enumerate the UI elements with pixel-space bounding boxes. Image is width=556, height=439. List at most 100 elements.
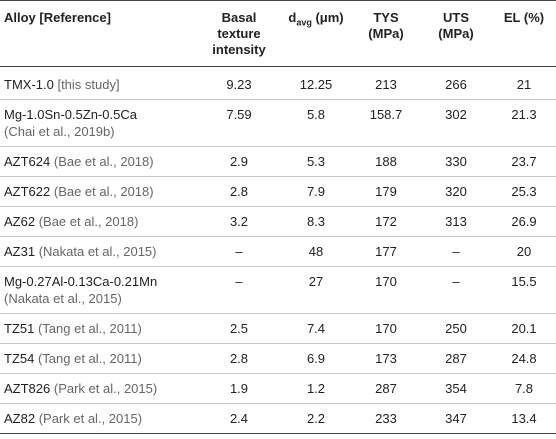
header-tys: TYS (MPa) xyxy=(352,0,420,67)
alloy-name: AZ82 xyxy=(4,411,36,426)
cell-tys: 287 xyxy=(352,373,420,404)
alloy-name: AZT624 xyxy=(4,154,51,169)
cell-davg: 27 xyxy=(280,266,352,314)
cell-uts: 302 xyxy=(420,99,492,147)
cell-davg: 8.3 xyxy=(280,206,352,237)
alloy-reference: (Bae et al., 2018) xyxy=(50,154,154,169)
cell-tys: 158.7 xyxy=(352,99,420,147)
table-row: AZ31 (Nakata et al., 2015) –48 177–20 xyxy=(0,236,556,267)
cell-uts: 347 xyxy=(420,403,492,434)
table-row: Mg-1.0Sn-0.5Zn-0.5Ca (Chai et al., 2019b)… xyxy=(0,99,556,147)
table-row: AZT826 (Park et al., 2015) 1.9 1.2 287 354 7.… xyxy=(0,373,556,404)
cell-uts: 320 xyxy=(420,176,492,207)
cell-uts: – xyxy=(420,266,492,314)
header-davg-unit: (μm) xyxy=(311,10,344,25)
cell-uts: – xyxy=(420,236,492,267)
cell-alloy: AZ62 (Bae et al., 2018) xyxy=(0,206,198,237)
cell-tys: 188 xyxy=(352,146,420,177)
table-row: TZ54 (Tang et al., 2011) 2.8 6.9 173 287 24.8 xyxy=(0,343,556,374)
table-header: Alloy [Reference] Basal texture intensit… xyxy=(0,0,556,67)
alloy-name: AZT622 xyxy=(4,184,51,199)
cell-basal-texture: 7.59 xyxy=(198,99,280,147)
table-row: TZ51 (Tang et al., 2011) 2.5 7.4 170 250 20.1 xyxy=(0,313,556,344)
alloy-name: AZT826 xyxy=(4,381,51,396)
table-row: AZT622 (Bae et al., 2018) 2.8 7.9 179 320 25.… xyxy=(0,176,556,207)
cell-davg: 5.8 xyxy=(280,99,352,147)
cell-tys: 173 xyxy=(352,343,420,374)
cell-basal-texture: 9.23 xyxy=(198,66,280,100)
cell-basal-texture: – xyxy=(198,266,280,314)
cell-alloy: AZT622 (Bae et al., 2018) xyxy=(0,176,198,207)
cell-uts: 330 xyxy=(420,146,492,177)
table-row: TMX-1.0 [this study] 9.23 12.25 213 266 21 xyxy=(0,66,556,100)
header-el: EL (%) xyxy=(492,0,556,67)
cell-basal-texture: 2.8 xyxy=(198,176,280,207)
cell-el: 25.3 xyxy=(492,176,556,207)
alloy-name: TZ51 xyxy=(4,321,35,336)
alloy-reference: (Bae et al., 2018) xyxy=(35,214,139,229)
alloy-reference: (Tang et al., 2011) xyxy=(34,351,142,366)
cell-el: 24.8 xyxy=(492,343,556,374)
header-davg-sub: avg xyxy=(296,17,312,28)
header-basal-texture: Basal texture intensity xyxy=(198,0,280,67)
table-row: AZ62 (Bae et al., 2018) 3.2 8.3 172 313 26.9 xyxy=(0,206,556,237)
table-row: Mg-0.27Al-0.13Ca-0.21Mn (Nakata et al., 2… xyxy=(0,266,556,314)
alloy-name: AZ31 xyxy=(4,244,36,259)
cell-alloy: AZ82 (Park et al., 2015) xyxy=(0,403,198,434)
table-row: AZ82 (Park et al., 2015) 2.4 2.2 233 347 13.4 xyxy=(0,403,556,434)
cell-el: 7.8 xyxy=(492,373,556,404)
alloy-name: AZ62 xyxy=(4,214,36,229)
cell-tys: 170 xyxy=(352,313,420,344)
header-davg: davg (μm) xyxy=(280,0,352,67)
cell-davg: 5.3 xyxy=(280,146,352,177)
cell-el: 15.5 xyxy=(492,266,556,314)
cell-el: 21.3 xyxy=(492,99,556,147)
alloy-reference: [this study] xyxy=(53,77,120,92)
cell-el: 20.1 xyxy=(492,313,556,344)
cell-basal-texture: 2.5 xyxy=(198,313,280,344)
cell-davg: 48 xyxy=(280,236,352,267)
alloy-reference: (Tang et al., 2011) xyxy=(34,321,142,336)
cell-el: 20 xyxy=(492,236,556,267)
cell-uts: 287 xyxy=(420,343,492,374)
alloy-reference: (Bae et al., 2018) xyxy=(50,184,154,199)
alloy-reference: (Park et al., 2015) xyxy=(35,411,143,426)
cell-davg: 7.9 xyxy=(280,176,352,207)
alloy-reference: (Park et al., 2015) xyxy=(50,381,158,396)
alloy-reference: (Nakata et al., 2015) xyxy=(35,244,157,259)
cell-el: 26.9 xyxy=(492,206,556,237)
alloy-name: Mg-0.27Al-0.13Ca-0.21Mn xyxy=(4,274,158,289)
cell-tys: 233 xyxy=(352,403,420,434)
cell-alloy: TZ51 (Tang et al., 2011) xyxy=(0,313,198,344)
cell-tys: 170 xyxy=(352,266,420,314)
cell-davg: 12.25 xyxy=(280,66,352,100)
cell-alloy: TZ54 (Tang et al., 2011) xyxy=(0,343,198,374)
cell-alloy: Mg-1.0Sn-0.5Zn-0.5Ca (Chai et al., 2019b) xyxy=(0,99,198,147)
header-davg-main: d xyxy=(288,10,297,25)
cell-basal-texture: 1.9 xyxy=(198,373,280,404)
cell-alloy: AZ31 (Nakata et al., 2015) xyxy=(0,236,198,267)
cell-basal-texture: – xyxy=(198,236,280,267)
cell-basal-texture: 2.8 xyxy=(198,343,280,374)
cell-alloy: TMX-1.0 [this study] xyxy=(0,66,198,100)
cell-alloy: Mg-0.27Al-0.13Ca-0.21Mn (Nakata et al., 2… xyxy=(0,266,198,314)
alloy-reference: (Chai et al., 2019b) xyxy=(4,124,115,139)
cell-tys: 213 xyxy=(352,66,420,100)
cell-basal-texture: 3.2 xyxy=(198,206,280,237)
alloy-name: TZ54 xyxy=(4,351,35,366)
cell-uts: 266 xyxy=(420,66,492,100)
cell-tys: 172 xyxy=(352,206,420,237)
cell-davg: 1.2 xyxy=(280,373,352,404)
cell-davg: 2.2 xyxy=(280,403,352,434)
cell-tys: 177 xyxy=(352,236,420,267)
cell-uts: 313 xyxy=(420,206,492,237)
header-row: Alloy [Reference] Basal texture intensit… xyxy=(0,0,556,67)
alloy-name: Mg-1.0Sn-0.5Zn-0.5Ca xyxy=(4,107,137,122)
alloy-reference: (Nakata et al., 2015) xyxy=(4,291,122,306)
header-alloy: Alloy [Reference] xyxy=(0,0,198,67)
alloy-name: TMX-1.0 xyxy=(4,77,54,92)
table-row: AZT624 (Bae et al., 2018) 2.9 5.3 188 330 23.… xyxy=(0,146,556,177)
table-body: TMX-1.0 [this study] 9.23 12.25 213 266 21 Mg-… xyxy=(0,66,556,434)
cell-el: 23.7 xyxy=(492,146,556,177)
